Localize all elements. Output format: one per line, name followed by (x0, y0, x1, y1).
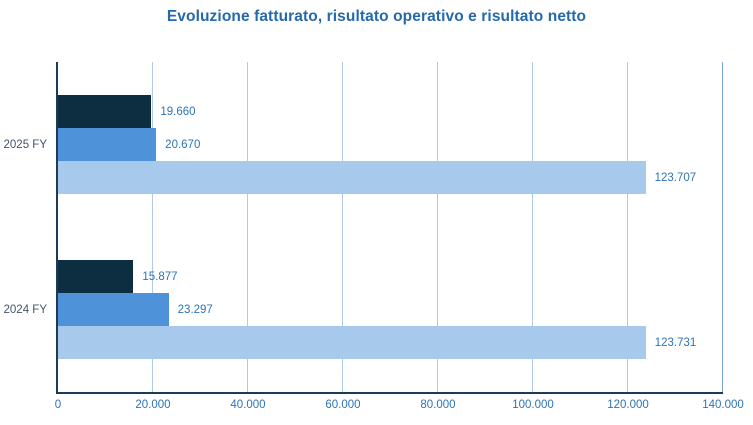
bar-risultato-netto (58, 95, 152, 128)
x-tick-label: 40.000 (230, 399, 266, 411)
bar-risultato-netto (58, 260, 134, 293)
bar-risultato-operativo (58, 128, 157, 161)
value-label: 123.731 (654, 336, 697, 349)
value-label: 123.707 (654, 171, 697, 184)
x-tick-label: 100.000 (512, 399, 554, 411)
x-tick-label: 120.000 (607, 399, 649, 411)
gridline (342, 62, 343, 392)
gridline (152, 62, 153, 392)
bar-fatturato (58, 161, 646, 194)
chart-title: Evoluzione fatturato, risultato operativ… (166, 8, 587, 25)
x-tick-label: 20.000 (135, 399, 171, 411)
gridline (247, 62, 248, 392)
plot-area: 19.660 20.670 123.707 15.877 23.297 123.731 (56, 62, 723, 394)
value-label: 23.297 (177, 303, 213, 316)
bar-fatturato (58, 326, 646, 359)
gridline (722, 62, 723, 392)
x-axis-tick-labels: 0 20.000 40.000 60.000 80.000 100.000 120.000 1… (54, 399, 744, 419)
value-label: 15.877 (142, 270, 178, 283)
gridline (437, 62, 438, 392)
gridline (627, 62, 628, 392)
value-label: 20.670 (165, 138, 201, 151)
bar-risultato-operativo (58, 293, 169, 326)
y-axis-category-labels: 2025 FY 2024 FY (0, 62, 47, 392)
gridline (532, 62, 533, 392)
x-tick-label: 60.000 (325, 399, 361, 411)
value-label: 19.660 (160, 105, 196, 118)
category-label: 2025 FY (3, 138, 47, 151)
x-tick-label: 80.000 (420, 399, 456, 411)
x-tick-label: 140.000 (702, 399, 744, 411)
category-label: 2024 FY (3, 303, 47, 316)
x-tick-label: 0 (54, 399, 62, 411)
